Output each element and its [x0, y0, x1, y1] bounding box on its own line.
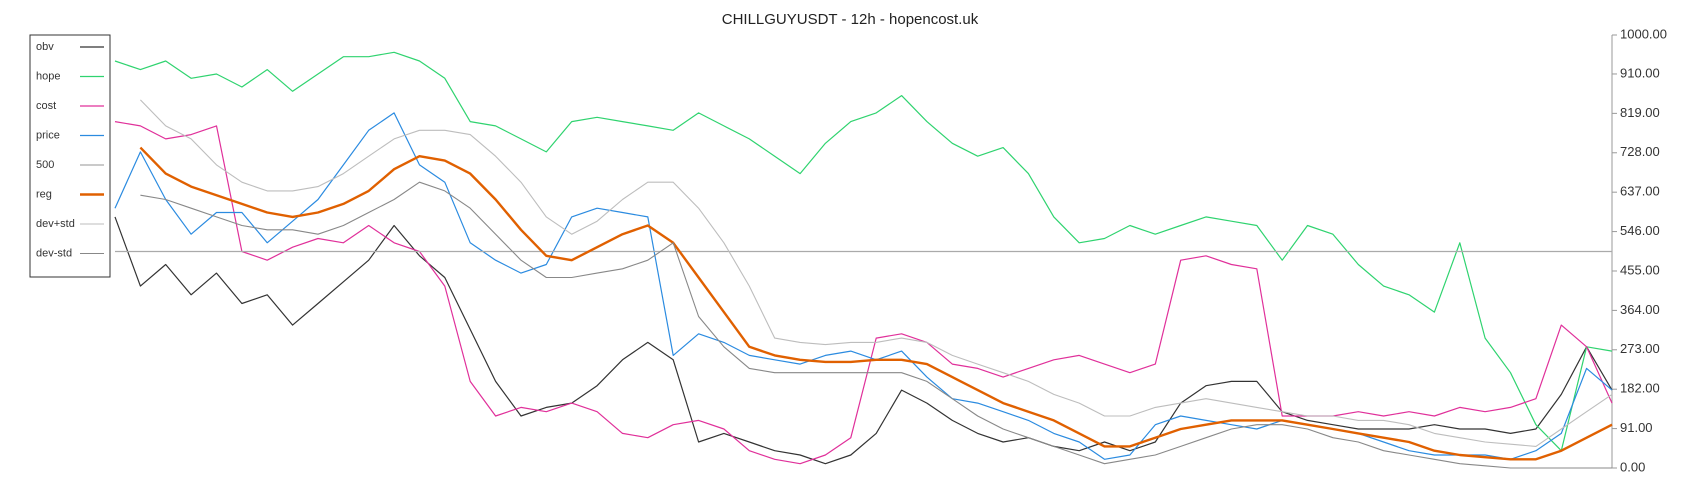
series-line	[140, 181, 1612, 469]
legend-label: obv	[36, 41, 54, 53]
y-tick-label: 546.00	[1620, 223, 1660, 238]
legend-label: reg	[36, 188, 52, 200]
legend-label: dev-std	[36, 247, 72, 259]
legend-label: hope	[36, 70, 60, 82]
y-tick-label: 819.00	[1620, 105, 1660, 120]
y-tick-label: 637.00	[1620, 184, 1660, 199]
series-line	[114, 121, 1613, 465]
legend: obv hope cost price 500 reg dev+std dev-std	[29, 34, 111, 278]
series-line	[140, 99, 1613, 447]
y-tick-label: 910.00	[1620, 65, 1660, 80]
y-tick-label: 182.00	[1620, 381, 1660, 396]
y-tick-label: 728.00	[1620, 144, 1660, 159]
y-tick-label: 0.00	[1620, 459, 1645, 474]
y-tick-label: 455.00	[1620, 262, 1660, 277]
legend-label: cost	[36, 100, 56, 112]
y-tick-label: 364.00	[1620, 302, 1660, 317]
legend-box	[29, 34, 111, 278]
legend-label: price	[36, 129, 60, 141]
series-line	[114, 51, 1613, 452]
y-tick-label: 1000.00	[1620, 26, 1667, 41]
series-line	[114, 112, 1613, 460]
series-line	[139, 146, 1613, 461]
legend-label: dev+std	[36, 218, 75, 230]
series-line	[114, 216, 1613, 465]
chart-title: CHILLGUYUSDT - 12h - hopencost.uk	[722, 11, 979, 28]
legend-label: 500	[36, 159, 54, 171]
y-tick-label: 91.00	[1620, 420, 1653, 435]
y-tick-label: 273.00	[1620, 341, 1660, 356]
